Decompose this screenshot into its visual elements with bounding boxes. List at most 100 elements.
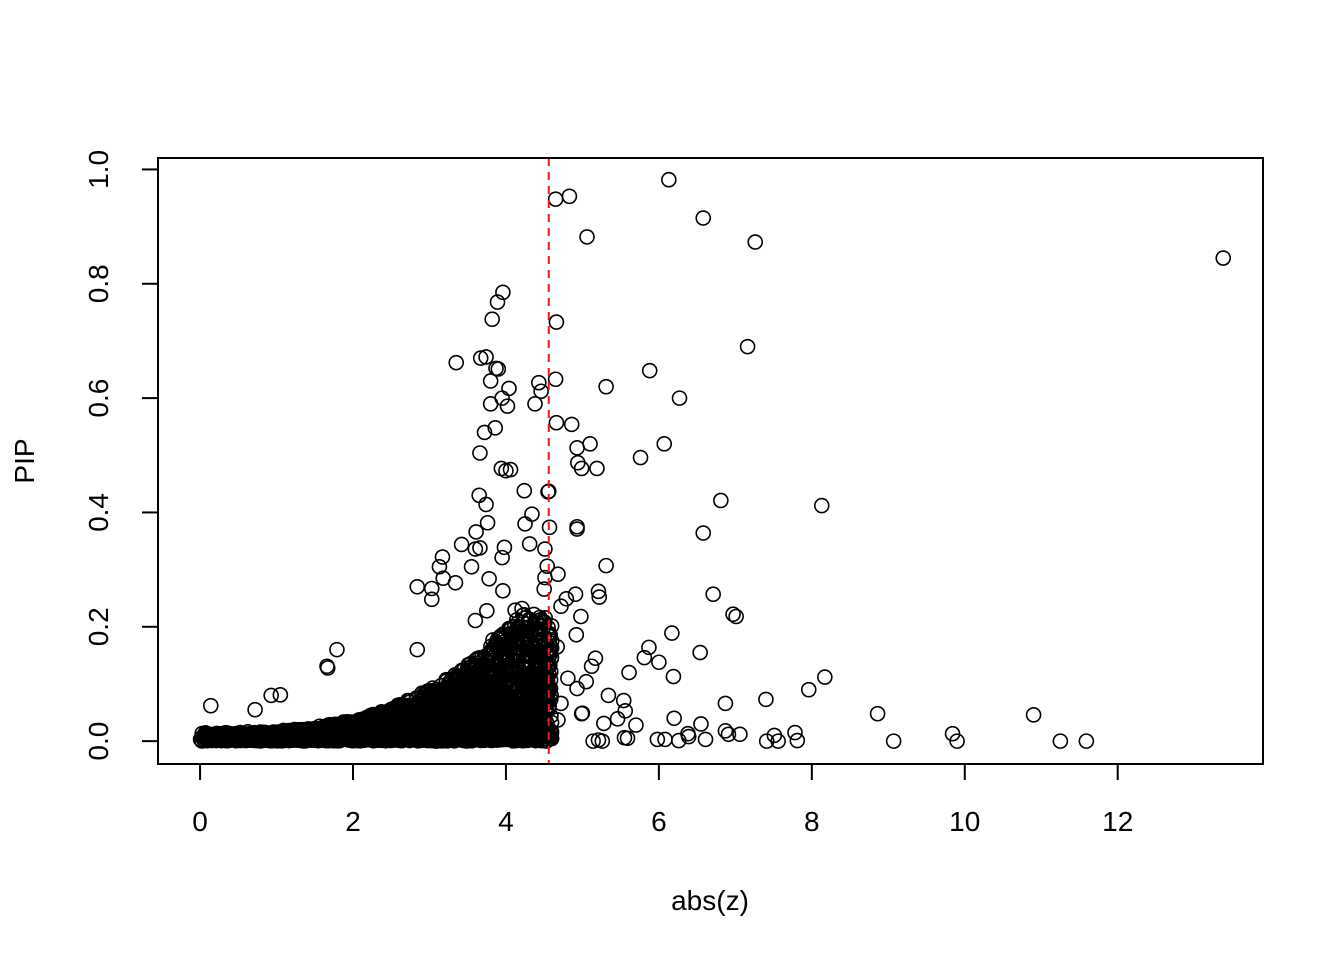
dense-data-point [390, 726, 407, 743]
dense-data-point [538, 671, 554, 688]
data-point [482, 396, 499, 412]
data-point [490, 361, 507, 377]
data-point [770, 733, 786, 749]
data-point [510, 730, 526, 747]
data-point [569, 680, 585, 697]
data-point [453, 536, 470, 553]
data-point [641, 639, 657, 656]
data-point [664, 625, 680, 641]
y-tick-label: 0.0 [83, 722, 114, 761]
dense-data-point [256, 726, 273, 743]
data-point [615, 692, 632, 709]
data-point [478, 349, 494, 365]
data-point [468, 524, 484, 540]
dense-data-point [223, 729, 239, 746]
data-point [670, 732, 687, 749]
dense-data-point [543, 633, 560, 649]
data-point [598, 557, 614, 574]
dense-data-point [522, 623, 538, 640]
dense-data-point [267, 726, 283, 743]
data-point [617, 703, 634, 719]
data-point [524, 506, 540, 522]
data-point [656, 436, 673, 452]
data-point [587, 650, 604, 667]
data-point [434, 549, 451, 565]
dense-data-point [364, 709, 381, 726]
x-tick-label: 0 [192, 806, 208, 837]
y-axis-label: PIP [9, 438, 40, 483]
dense-data-point [440, 686, 456, 703]
data-point [641, 362, 658, 379]
x-axis: 0 2 4 6 8 10 12 [192, 763, 1133, 837]
data-point [476, 424, 493, 441]
data-point [885, 733, 902, 749]
data-point [758, 691, 774, 708]
dense-data-point [505, 650, 521, 667]
data-point [713, 492, 729, 509]
data-point [1025, 707, 1042, 723]
dense-data-point [424, 692, 441, 708]
dense-data-point [366, 720, 383, 737]
dense-data-point [460, 687, 477, 703]
data-point [600, 687, 617, 704]
x-axis-label: abs(z) [671, 885, 749, 916]
data-point [717, 723, 734, 739]
data-point [800, 681, 817, 698]
dense-data-point [505, 672, 521, 688]
dense-data-point [522, 665, 539, 682]
data-point [532, 653, 549, 669]
data-point [472, 445, 488, 461]
data-point [329, 641, 345, 658]
dense-data-point [469, 718, 485, 735]
y-tick-label: 0.6 [83, 379, 114, 418]
data-point [533, 732, 549, 749]
dense-data-point [296, 729, 312, 746]
data-point [514, 600, 530, 617]
dense-data-point [518, 694, 535, 710]
dense-data-point [538, 676, 555, 693]
dense-data-point [330, 731, 346, 748]
data-point [651, 654, 667, 671]
dense-data-point [249, 729, 266, 746]
data-point [539, 558, 556, 574]
data-point [616, 729, 633, 746]
data-point [949, 733, 965, 749]
x-tick-label: 12 [1102, 806, 1133, 837]
data-point [649, 731, 666, 748]
data-point [680, 728, 697, 745]
dense-data-point [421, 694, 437, 711]
data-point [431, 558, 448, 575]
data-point [693, 716, 709, 732]
data-point [666, 710, 682, 727]
data-point [594, 733, 611, 749]
data-point [636, 649, 653, 666]
data-point [609, 711, 626, 727]
data-point [409, 578, 426, 595]
data-point [567, 586, 584, 603]
data-point [598, 378, 614, 395]
data-point [550, 566, 566, 582]
data-point [263, 687, 279, 704]
data-point [481, 570, 497, 587]
data-point [531, 612, 547, 629]
data-point [590, 583, 607, 600]
data-point [467, 541, 484, 557]
data-point [484, 311, 500, 328]
data-point [582, 436, 598, 452]
data-point [1215, 250, 1232, 266]
dense-data-point [375, 730, 391, 747]
data-point [536, 688, 552, 705]
data-point [478, 496, 494, 513]
data-point [495, 582, 511, 599]
data-point [448, 354, 465, 371]
data-point [479, 602, 495, 619]
data-point [695, 525, 712, 541]
dense-data-point [536, 630, 552, 646]
dense-data-point [314, 730, 330, 746]
data-point [560, 670, 576, 687]
data-point [561, 188, 578, 205]
data-point [319, 660, 336, 676]
data-point [661, 171, 677, 188]
data-point [521, 536, 538, 552]
dense-data-point [496, 676, 513, 693]
